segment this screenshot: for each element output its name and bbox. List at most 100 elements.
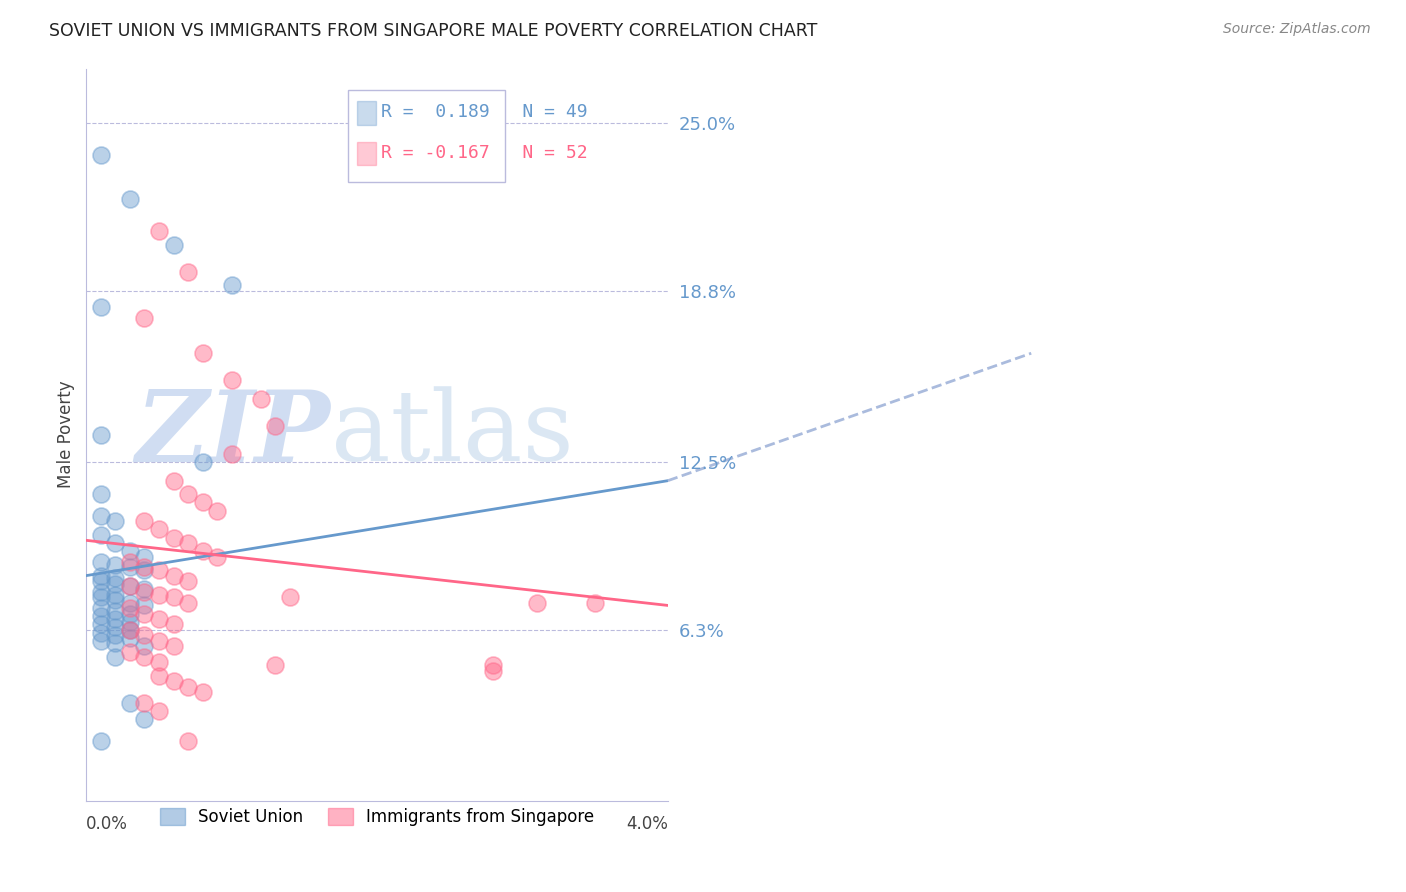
Point — [162, 639, 184, 653]
Point — [162, 591, 184, 605]
Point — [162, 237, 184, 252]
Point — [104, 612, 127, 626]
Point — [90, 609, 112, 624]
Point — [134, 649, 156, 664]
Text: R = -0.167   N = 52: R = -0.167 N = 52 — [381, 144, 588, 161]
Text: SOVIET UNION VS IMMIGRANTS FROM SINGAPORE MALE POVERTY CORRELATION CHART: SOVIET UNION VS IMMIGRANTS FROM SINGAPOR… — [49, 22, 817, 40]
Point — [134, 563, 156, 577]
Point — [118, 560, 141, 574]
Point — [104, 649, 127, 664]
Point — [221, 278, 243, 293]
Point — [278, 591, 301, 605]
Point — [191, 685, 214, 699]
Point — [526, 596, 548, 610]
Point — [177, 574, 200, 588]
Point — [90, 625, 112, 640]
Point — [118, 579, 141, 593]
Point — [118, 579, 141, 593]
Legend: Soviet Union, Immigrants from Singapore: Soviet Union, Immigrants from Singapore — [153, 801, 602, 832]
Point — [104, 604, 127, 618]
Point — [162, 474, 184, 488]
Point — [90, 617, 112, 632]
Point — [134, 712, 156, 726]
Point — [104, 628, 127, 642]
Point — [191, 495, 214, 509]
Point — [221, 373, 243, 387]
Text: Source: ZipAtlas.com: Source: ZipAtlas.com — [1223, 22, 1371, 37]
Y-axis label: Male Poverty: Male Poverty — [58, 381, 75, 489]
Point — [177, 487, 200, 501]
Point — [90, 574, 112, 588]
Point — [118, 644, 141, 658]
Point — [583, 596, 606, 610]
Point — [134, 582, 156, 596]
Point — [118, 544, 141, 558]
Point — [482, 658, 505, 673]
Point — [104, 576, 127, 591]
Point — [162, 568, 184, 582]
Point — [264, 419, 287, 434]
Point — [148, 563, 170, 577]
Point — [118, 192, 141, 206]
Point — [104, 571, 127, 585]
Point — [205, 549, 228, 564]
Point — [118, 607, 141, 621]
Point — [104, 636, 127, 650]
Point — [134, 310, 156, 325]
Point — [482, 664, 505, 678]
Point — [104, 558, 127, 572]
Point — [134, 514, 156, 528]
Point — [148, 523, 170, 537]
Point — [162, 674, 184, 689]
Point — [90, 568, 112, 582]
Text: R =  0.189   N = 49: R = 0.189 N = 49 — [381, 103, 588, 121]
Point — [148, 588, 170, 602]
Point — [90, 585, 112, 599]
Point — [221, 446, 243, 460]
Point — [118, 631, 141, 645]
Point — [90, 148, 112, 162]
Point — [177, 596, 200, 610]
Point — [90, 427, 112, 442]
Point — [118, 601, 141, 615]
Point — [118, 555, 141, 569]
Point — [90, 300, 112, 314]
Point — [118, 596, 141, 610]
Point — [177, 265, 200, 279]
FancyBboxPatch shape — [357, 102, 377, 125]
FancyBboxPatch shape — [347, 90, 505, 182]
Point — [148, 669, 170, 683]
Point — [118, 623, 141, 637]
Point — [191, 346, 214, 360]
Point — [177, 680, 200, 694]
Point — [134, 560, 156, 574]
Point — [90, 591, 112, 605]
Point — [177, 536, 200, 550]
Point — [104, 514, 127, 528]
Point — [205, 503, 228, 517]
Point — [90, 528, 112, 542]
Point — [90, 734, 112, 748]
Text: 4.0%: 4.0% — [626, 815, 668, 833]
Point — [90, 601, 112, 615]
Point — [118, 696, 141, 710]
Text: ZIP: ZIP — [135, 386, 330, 483]
Point — [148, 656, 170, 670]
Point — [90, 487, 112, 501]
Point — [134, 628, 156, 642]
Point — [162, 617, 184, 632]
Point — [162, 531, 184, 545]
Point — [249, 392, 271, 407]
Point — [148, 224, 170, 238]
Point — [90, 555, 112, 569]
Point — [134, 696, 156, 710]
Point — [90, 633, 112, 648]
Point — [191, 544, 214, 558]
Point — [134, 599, 156, 613]
Point — [134, 639, 156, 653]
Point — [118, 615, 141, 629]
Point — [134, 549, 156, 564]
Point — [191, 455, 214, 469]
FancyBboxPatch shape — [357, 142, 377, 165]
Point — [264, 658, 287, 673]
